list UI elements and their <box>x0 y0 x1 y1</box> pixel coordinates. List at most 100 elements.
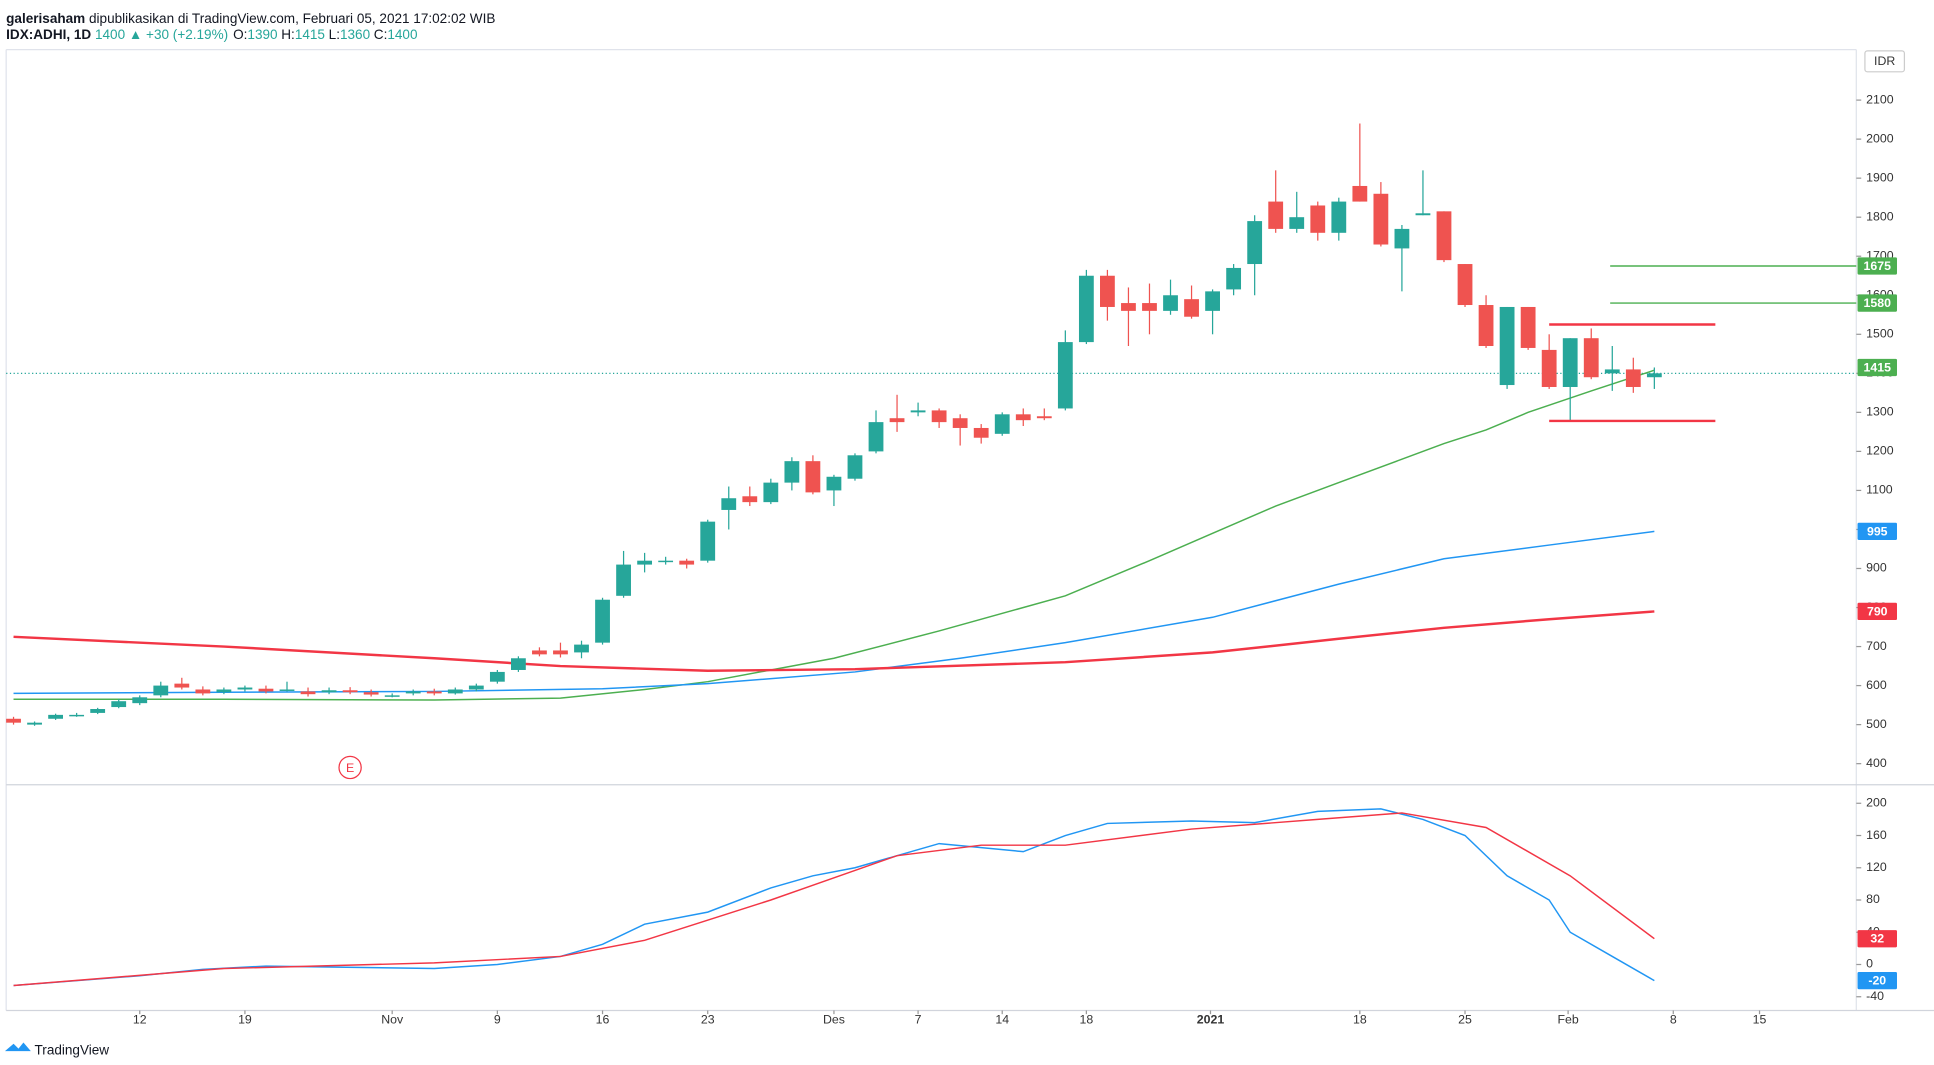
x-tick-label: 9 <box>494 1013 501 1027</box>
x-tick-label: 23 <box>701 1013 715 1027</box>
candle-body <box>1478 305 1494 347</box>
candle-body <box>931 410 947 423</box>
candle-body <box>742 496 758 503</box>
candle-body <box>1394 228 1410 249</box>
y-tick-label: 600 <box>1866 678 1887 692</box>
price-label: 32 <box>1870 932 1884 946</box>
ohlc-value: 1360 <box>340 26 370 41</box>
x-tick-label: 7 <box>915 1013 922 1027</box>
candle-body <box>48 714 64 719</box>
candle-body <box>1331 201 1347 233</box>
price-label-box <box>1857 294 1897 312</box>
candle-body <box>553 650 568 655</box>
price-label: 995 <box>1867 524 1888 538</box>
candle-body <box>1036 416 1052 419</box>
candle-body <box>1625 369 1641 387</box>
x-tick-label: 12 <box>133 1013 147 1027</box>
candle-body <box>132 697 148 704</box>
candle-body <box>1268 201 1284 229</box>
candle-body <box>889 418 905 423</box>
candle-body <box>6 718 21 723</box>
y-tick-label: 1800 <box>1866 209 1894 223</box>
candle-body <box>405 691 421 694</box>
currency-box[interactable] <box>1864 50 1906 73</box>
candle-body <box>69 714 85 717</box>
candle-body <box>321 690 337 693</box>
earnings-label: E <box>346 761 354 775</box>
change: ▲ +30 (+2.19%) <box>129 26 228 41</box>
last-price: 1400 <box>95 26 125 41</box>
macd-line <box>13 812 1655 987</box>
candle-body <box>1289 217 1305 229</box>
y-tick-label: 1900 <box>1866 170 1894 184</box>
candle-body <box>1226 267 1242 290</box>
price-label-box <box>1857 930 1897 948</box>
x-tick-label: 14 <box>995 1013 1009 1027</box>
candle-body <box>1100 275 1115 307</box>
candle-body <box>1015 414 1031 421</box>
x-tick-label: 18 <box>1353 1013 1367 1027</box>
candle-body <box>1646 373 1662 378</box>
candle-body <box>784 461 800 483</box>
price-label-box <box>1857 971 1897 990</box>
footer: TradingView <box>35 1043 110 1058</box>
ohlc-label: C: <box>374 26 388 41</box>
macd-y-tick-label: 80 <box>1866 892 1880 906</box>
candle-body <box>763 482 779 503</box>
header-line-1: galerisaham dipublikasikan di TradingVie… <box>6 10 495 25</box>
ohlc-label: O: <box>233 26 247 41</box>
candle-body <box>1057 342 1073 409</box>
candle-body <box>1142 303 1157 311</box>
candle-body <box>258 688 274 692</box>
ohlc-value: 1415 <box>295 26 325 41</box>
price-label: -20 <box>1868 973 1886 987</box>
y-tick-label: 400 <box>1866 756 1887 770</box>
x-tick-label: 2021 <box>1197 1013 1225 1027</box>
candle-body <box>1247 221 1263 265</box>
candle-body <box>363 692 379 695</box>
candle-body <box>300 691 316 695</box>
candle-body <box>1415 213 1431 216</box>
macd-y-tick-label: 0 <box>1866 957 1873 971</box>
x-tick-label: 25 <box>1458 1013 1472 1027</box>
candle-body <box>1499 306 1515 386</box>
candle-body <box>90 709 106 713</box>
price-label: 1675 <box>1864 259 1892 273</box>
candle-body <box>1163 295 1178 311</box>
candle-body <box>237 687 253 690</box>
price-label: 1415 <box>1864 360 1892 374</box>
candle-body <box>1583 338 1599 378</box>
y-tick-label: 700 <box>1866 639 1887 653</box>
candle-body <box>1121 303 1136 311</box>
candle-body <box>847 455 863 479</box>
candle-body <box>1205 291 1220 311</box>
candle-body <box>616 564 631 596</box>
x-tick-label: 16 <box>596 1013 610 1027</box>
candle-body <box>952 418 968 428</box>
published: dipublikasikan di TradingView.com, Febru… <box>89 10 495 25</box>
x-tick-label: 15 <box>1753 1013 1767 1027</box>
macd-y-tick-label: 120 <box>1866 860 1887 874</box>
y-tick-label: 1500 <box>1866 327 1894 341</box>
logo <box>4 1042 31 1052</box>
price-label-box <box>1857 358 1897 377</box>
earnings-marker <box>338 755 362 780</box>
candle-body <box>153 685 169 696</box>
y-tick-label: 2100 <box>1866 92 1894 106</box>
candle-body <box>679 560 695 565</box>
candle-body <box>195 689 211 694</box>
background <box>0 5 1934 1060</box>
candle-body <box>868 422 884 452</box>
candle-body <box>1520 306 1536 348</box>
x-tick-label: Nov <box>381 1013 404 1027</box>
candle-body <box>1310 205 1326 233</box>
x-tick-label: 8 <box>1670 1013 1677 1027</box>
candle-body <box>973 427 989 438</box>
candle-body <box>1457 264 1473 306</box>
candle-body <box>637 560 653 565</box>
y-tick-label: 900 <box>1866 561 1887 575</box>
candle-body <box>994 414 1010 434</box>
candle-body <box>1562 338 1578 387</box>
macd-line <box>13 808 1655 987</box>
